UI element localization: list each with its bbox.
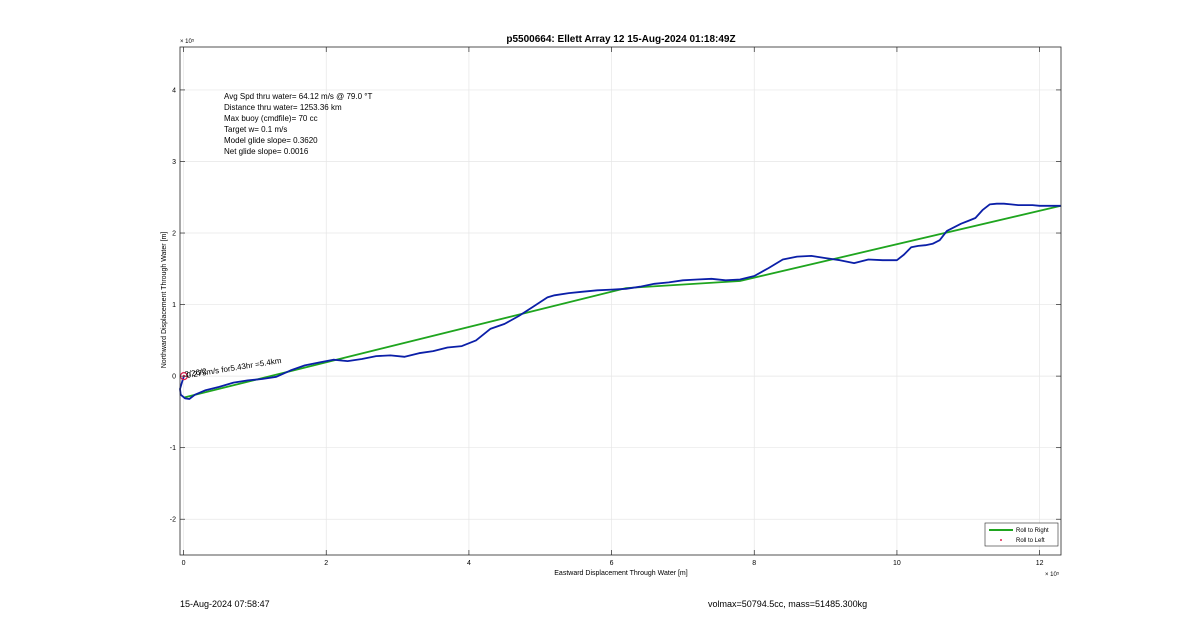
- x-tick-label: 12: [1036, 560, 1044, 567]
- legend-frame: [984, 522, 1059, 547]
- tick-marks: [180, 47, 1061, 555]
- grid-lines: [180, 47, 1061, 555]
- legend-box: Roll to Right Roll to Left: [984, 522, 1059, 547]
- legend-label-roll-left: Roll to Left: [1016, 538, 1045, 544]
- legend-label-roll-right: Roll to Right: [1016, 528, 1049, 534]
- x-tick-label: 0: [182, 560, 186, 567]
- y-exponent-label: × 10⁵: [180, 38, 195, 45]
- stats-net-glide-slope: Net glide slope= 0.0016: [224, 147, 309, 156]
- x-tick-label: 2: [324, 560, 328, 567]
- axes-frame: [179, 46, 1062, 556]
- y-tick-label: -2: [170, 517, 176, 524]
- stats-block: Avg Spd thru water= 64.12 m/s @ 79.0 °T …: [224, 92, 372, 156]
- segment-annotation-overlap: 2/26/2: [184, 367, 208, 379]
- x-exponent-label: × 10⁵: [1045, 571, 1060, 578]
- y-axis-label: Northward Displacement Through Water [m]: [161, 232, 168, 369]
- x-axis-label: Eastward Displacement Through Water [m]: [554, 570, 687, 577]
- y-tick-label: 2: [172, 231, 176, 238]
- footer-vol-mass: volmax=50794.5cc, mass=51485.300kg: [708, 599, 868, 609]
- chart-title: p5500664: Ellett Array 12 15-Aug-2024 01…: [506, 34, 735, 45]
- footer-timestamp: 15-Aug-2024 07:58:47: [180, 599, 270, 609]
- x-tick-label: 6: [610, 560, 614, 567]
- stats-avg-speed: Avg Spd thru water= 64.12 m/s @ 79.0 °T: [224, 92, 372, 101]
- x-tick-label: 4: [467, 560, 471, 567]
- track-line: [179, 202, 1061, 400]
- x-tick-label: 8: [752, 560, 756, 567]
- y-tick-label: 0: [172, 374, 176, 381]
- stats-target-w: Target w= 0.1 m/s: [224, 125, 287, 134]
- x-tick-label: 10: [893, 560, 901, 567]
- stats-distance: Distance thru water= 1253.36 km: [224, 103, 342, 112]
- stats-max-buoy: Max buoy (cmdfile)= 70 cc: [224, 114, 318, 123]
- y-tick-label: 4: [172, 87, 176, 94]
- stats-model-glide-slope: Model glide slope= 0.3620: [224, 136, 318, 145]
- legend-swatch-roll-left: [1000, 539, 1002, 541]
- roll-right-line: [183, 204, 1062, 399]
- y-tick-label: 3: [172, 159, 176, 166]
- y-tick-label: -1: [170, 445, 176, 452]
- y-tick-label: 1: [172, 302, 176, 309]
